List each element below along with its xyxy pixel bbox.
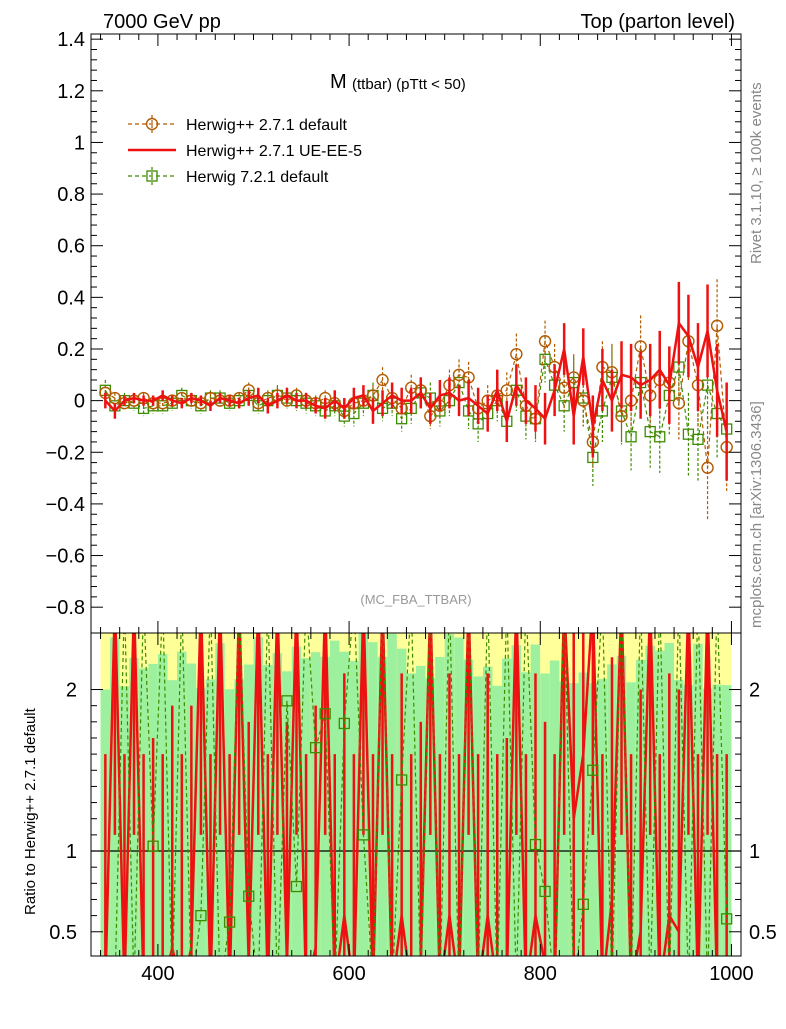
x-tick-label: 600 xyxy=(332,963,365,985)
legend-label: Herwig++ 2.7.1 default xyxy=(186,117,348,134)
ratio-marker-herwig7 xyxy=(529,838,542,851)
ratio-marker-herwig7 xyxy=(587,764,599,776)
legend: Herwig++ 2.7.1 default Herwig++ 2.7.1 UE-… xyxy=(128,115,362,186)
main-y-tick-label: −0.2 xyxy=(46,442,85,464)
axes-group: −0.8 −0.6 −0.4 −0.2 0 0.2 0.4 0.6 0.8 1 1.2 1.4 400 6… xyxy=(46,29,777,985)
x-tick-label: 800 xyxy=(524,963,557,985)
analysis-label: (MC_FBA_TTBAR) xyxy=(360,592,471,607)
x-tick-label: 400 xyxy=(141,963,174,985)
ratio-y-axis-label: Ratio to Herwig++ 2.7.1 default xyxy=(22,707,39,915)
ratio-marker-herwig7 xyxy=(243,890,255,902)
ratio-marker-herwig7 xyxy=(338,717,350,730)
main-y-tick-label: 1.2 xyxy=(57,81,85,103)
legend-label: Herwig 7.2.1 default xyxy=(186,169,329,186)
ratio-marker-herwig7 xyxy=(223,916,236,928)
ratio-y-tick-label: 2 xyxy=(66,680,77,702)
legend-entry-herwigpp-default: Herwig++ 2.7.1 default xyxy=(128,115,348,134)
plot-title: M (ttbar) (pTtt < 50) xyxy=(330,71,466,93)
marker-herwigpp-default xyxy=(510,347,523,361)
x-tick-label: 1000 xyxy=(709,963,754,985)
legend-label: Herwig++ 2.7.1 UE-EE-5 xyxy=(186,143,362,160)
ratio-marker-herwig7 xyxy=(357,829,370,841)
ratio-y-tick-label: 1 xyxy=(66,841,77,863)
plot-title-sub: (ttbar) (pTtt < 50) xyxy=(352,76,466,93)
legend-marker-circle xyxy=(145,117,159,131)
ratio-marker-herwig7 xyxy=(396,774,408,786)
header-right: Top (parton level) xyxy=(580,11,735,33)
legend-entry-ue-ee5: Herwig++ 2.7.1 UE-EE-5 xyxy=(128,143,362,160)
ratio-y-tick-label-right: 2 xyxy=(749,680,760,702)
marker-herwig7 xyxy=(692,433,704,446)
ratio-marker-herwig7 xyxy=(577,898,589,910)
ratio-y-tick-label-right: 1 xyxy=(749,841,760,863)
marker-herwigpp-default xyxy=(672,397,686,410)
marker-herwig7 xyxy=(654,431,666,443)
ratio-y-tick-label: 0.5 xyxy=(49,922,77,944)
marker-herwigpp-default xyxy=(710,319,724,332)
ratio-series-group xyxy=(104,633,733,956)
legend-entry-herwig7: Herwig 7.2.1 default xyxy=(128,167,329,186)
ratio-marker-herwig7 xyxy=(147,840,159,852)
ratio-line-herwig7 xyxy=(115,633,728,956)
marker-herwigpp-default xyxy=(376,373,389,387)
series-line-ue-ee5 xyxy=(104,320,728,432)
main-y-tick-label: 0 xyxy=(74,391,85,413)
rivet-label: Rivet 3.1.10, ≥ 100k events xyxy=(748,82,765,264)
marker-herwig7 xyxy=(625,431,637,443)
main-y-tick-label: 0.8 xyxy=(57,184,85,206)
main-series-group xyxy=(99,279,733,520)
main-y-tick-label: −0.8 xyxy=(46,597,85,619)
marker-herwigpp-default xyxy=(538,335,552,348)
marker-herwigpp-default xyxy=(615,409,628,423)
main-y-tick-label: 1 xyxy=(74,132,85,154)
ratio-marker-herwig7 xyxy=(309,742,322,754)
main-y-tick-label: −0.4 xyxy=(46,494,85,516)
header-left: 7000 GeV pp xyxy=(103,11,221,33)
marker-herwigpp-default xyxy=(500,384,514,397)
ratio-marker-herwig7 xyxy=(290,880,303,893)
ratio-marker-herwig7 xyxy=(539,885,551,898)
plot-title-main: M xyxy=(330,71,347,93)
ratio-marker-herwig7 xyxy=(319,708,331,720)
marker-herwig7 xyxy=(539,353,551,365)
ratio-y-tick-label-right: 0.5 xyxy=(749,922,777,944)
mcplots-label: mcplots.cern.ch [arXiv:1306.3436] xyxy=(748,401,765,628)
legend-marker-square xyxy=(146,170,158,182)
main-y-tick-label: 0.6 xyxy=(57,236,85,258)
ratio-marker-herwig7 xyxy=(281,695,293,707)
ratio-marker-herwig7 xyxy=(721,913,733,925)
main-y-tick-label: −0.6 xyxy=(46,546,85,568)
ratio-marker-herwig7 xyxy=(195,909,207,922)
ratio-plot-frame xyxy=(90,632,742,957)
main-y-tick-label: 0.2 xyxy=(57,339,85,361)
main-y-tick-label: 0.4 xyxy=(57,287,85,309)
marker-herwigpp-default xyxy=(701,461,714,474)
main-y-tick-label: 1.4 xyxy=(57,29,85,51)
